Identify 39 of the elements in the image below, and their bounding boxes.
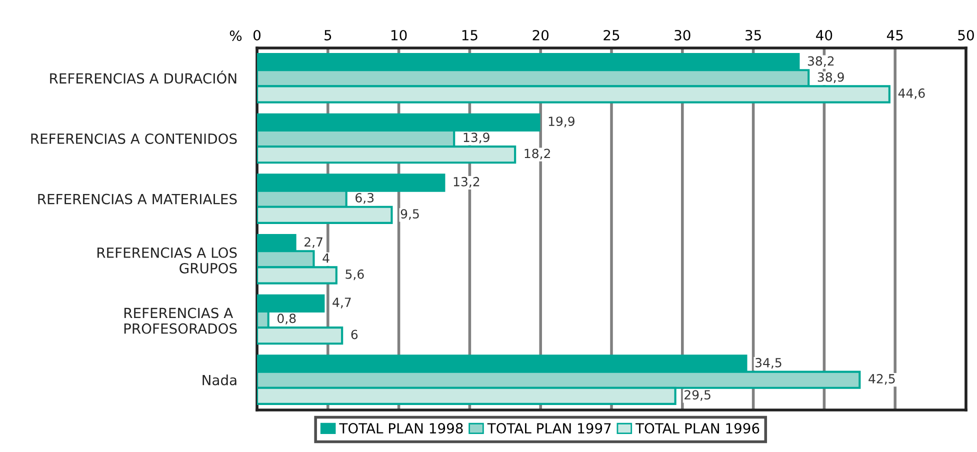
x-tick-label: 15 <box>462 30 478 40</box>
x-tick-label: 5 <box>324 30 332 40</box>
data-label: 44,6 <box>898 88 925 100</box>
x-tick-label: 0 <box>253 30 260 40</box>
data-label: 9,5 <box>400 209 419 220</box>
x-tick-label: 35 <box>746 30 761 40</box>
x-tick-label: 25 <box>604 30 620 40</box>
legend-label: TOTAL PLAN 1998 <box>339 423 463 434</box>
y-tick-label: REFERENCIAS A MATERIALES <box>38 194 237 204</box>
data-label: 2,7 <box>304 237 322 248</box>
y-tick-label: REFERENCIAS A CONTENIDOS <box>31 133 237 144</box>
y-tick-label: REFERENCIAS A PROFESORADOS <box>124 308 237 334</box>
y-tick-label: REFERENCIAS A DURACIÓN <box>50 70 236 84</box>
y-tick-label: REFERENCIAS A LOS GRUPOS <box>97 247 237 274</box>
data-label: 18,2 <box>524 148 550 160</box>
x-tick-label: 45 <box>886 30 903 40</box>
data-label: 19,9 <box>548 116 574 128</box>
data-label: 38,9 <box>818 72 844 84</box>
data-label: 4,7 <box>332 298 351 308</box>
y-tick-label: Nada <box>202 374 236 386</box>
data-label: 6 <box>351 330 358 340</box>
data-label: 0,8 <box>278 314 296 324</box>
data-label: 4 <box>322 254 330 263</box>
x-tick-label: 30 <box>674 30 690 40</box>
data-label: 5,6 <box>346 269 364 280</box>
x-axis-title: % <box>230 30 242 41</box>
data-label: 29,5 <box>684 390 710 401</box>
data-label: 13,2 <box>454 176 480 188</box>
x-tick-label: 10 <box>391 30 407 40</box>
data-label: 42,5 <box>868 374 895 385</box>
data-label: 38,2 <box>808 56 834 67</box>
x-tick-label: 50 <box>958 30 974 40</box>
legend-label: TOTAL PLAN 1997 <box>487 423 611 434</box>
x-tick-label: 40 <box>816 30 832 40</box>
legend-label: TOTAL PLAN 1996 <box>635 423 760 434</box>
x-tick-label: 20 <box>532 30 549 40</box>
data-label: 6,3 <box>356 193 374 204</box>
data-label: 13,9 <box>464 132 490 144</box>
data-label: 34,5 <box>755 358 782 369</box>
